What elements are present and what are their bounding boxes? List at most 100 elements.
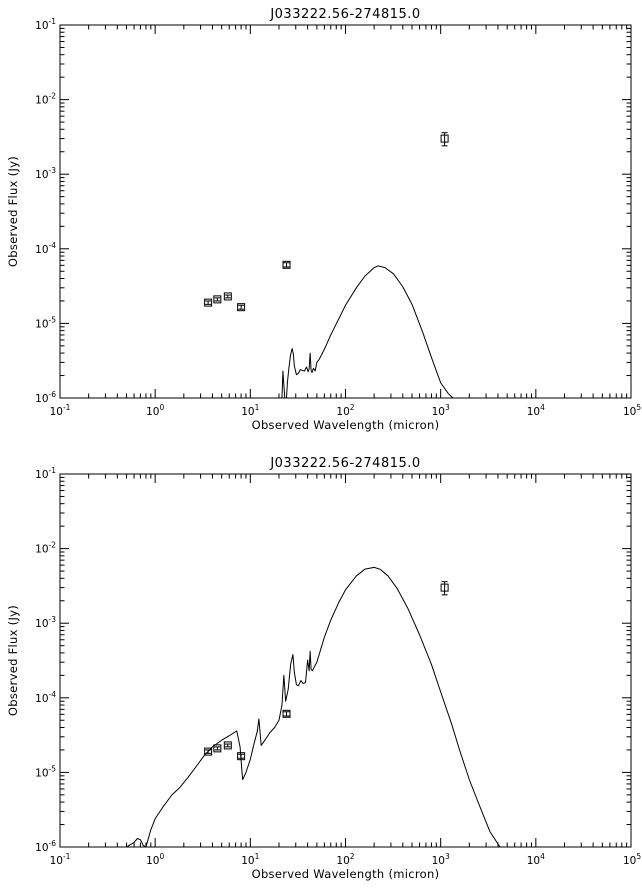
chart-title: J033222.56-274815.0 <box>269 7 420 22</box>
tick-label-exponent: 5 <box>636 852 641 861</box>
tick-label-exponent: -1 <box>63 403 71 412</box>
tick-label-exponent: -3 <box>49 615 57 624</box>
tick-label-base: 10 <box>146 406 159 418</box>
data-marker <box>282 260 291 269</box>
tick-label-base: 10 <box>527 855 540 867</box>
observed-point <box>440 132 449 147</box>
tick-label-exponent: 1 <box>255 852 260 861</box>
tick-label-exponent: -5 <box>49 315 57 324</box>
tick-label-exponent: 0 <box>159 852 164 861</box>
tick-label-base: 10 <box>146 855 159 867</box>
x-tick-label: 104 <box>527 852 545 867</box>
observed-point <box>440 581 449 596</box>
x-axis-label: Observed Wavelength (micron) <box>252 418 440 432</box>
tick-label-exponent: -1 <box>63 852 71 861</box>
y-tick-label: 10-1 <box>35 17 56 32</box>
sed-panel-1: 10-1 100 101 102 103 104 10510-610-510-410-310… <box>6 7 641 432</box>
y-tick-label: 10-4 <box>35 690 56 705</box>
observed-point <box>213 295 222 304</box>
observed-point <box>223 741 232 750</box>
tick-label-exponent: -2 <box>49 541 57 550</box>
tick-label-exponent: 5 <box>636 403 641 412</box>
x-tick-label: 102 <box>336 852 354 867</box>
tick-label-base: 10 <box>35 544 48 556</box>
x-tick-label: 103 <box>432 852 450 867</box>
tick-label-exponent: -1 <box>49 466 57 475</box>
tick-label-exponent: -3 <box>49 166 57 175</box>
observed-point <box>223 292 232 301</box>
sed-panel-2: 10-1 100 101 102 103 104 10510-610-510-410-310… <box>6 456 641 881</box>
tick-label-base: 10 <box>336 406 349 418</box>
tick-label-base: 10 <box>35 244 48 256</box>
y-tick-label: 10-2 <box>35 541 56 556</box>
tick-label-exponent: -6 <box>49 390 57 399</box>
tick-label-base: 10 <box>35 842 48 854</box>
data-marker <box>440 134 449 143</box>
data-marker <box>237 303 246 312</box>
tick-label-exponent: -2 <box>49 92 57 101</box>
y-tick-label: 10-1 <box>35 466 56 481</box>
tick-label-exponent: 1 <box>255 403 260 412</box>
data-marker <box>440 583 449 592</box>
x-tick-label: 101 <box>241 852 259 867</box>
tick-label-base: 10 <box>35 767 48 779</box>
tick-label-base: 10 <box>35 95 48 107</box>
x-tick-label: 100 <box>146 852 164 867</box>
x-tick-label: 105 <box>623 403 641 418</box>
axis-ticks <box>59 25 631 399</box>
tick-label-base: 10 <box>35 469 48 481</box>
observed-point <box>282 260 291 269</box>
data-marker <box>213 295 222 304</box>
tick-label-base: 10 <box>623 406 636 418</box>
data-marker <box>237 752 246 761</box>
x-tick-label: 10-1 <box>50 852 71 867</box>
observed-point <box>213 744 222 753</box>
tick-label-base: 10 <box>432 855 445 867</box>
data-marker <box>204 298 213 307</box>
x-tick-label: 105 <box>623 852 641 867</box>
tick-label-exponent: 4 <box>540 403 545 412</box>
data-marker <box>223 292 232 301</box>
tick-label-exponent: 2 <box>350 852 355 861</box>
tick-label-base: 10 <box>527 406 540 418</box>
y-axis-label: Observed Flux (Jy) <box>6 605 20 716</box>
tick-label-exponent: 3 <box>445 403 450 412</box>
tick-label-exponent: -4 <box>49 241 57 250</box>
tick-label-base: 10 <box>35 693 48 705</box>
tick-label-base: 10 <box>50 855 63 867</box>
x-tick-label: 102 <box>336 403 354 418</box>
data-marker <box>204 747 213 756</box>
observed-point <box>237 752 246 761</box>
tick-label-base: 10 <box>432 406 445 418</box>
y-tick-label: 10-3 <box>35 166 56 181</box>
tick-label-exponent: -1 <box>49 17 57 26</box>
tick-label-exponent: -5 <box>49 764 57 773</box>
tick-label-exponent: 4 <box>540 852 545 861</box>
tick-label-base: 10 <box>623 855 636 867</box>
x-tick-label: 101 <box>241 403 259 418</box>
tick-label-base: 10 <box>35 169 48 181</box>
observed-point <box>237 303 246 312</box>
tick-label-exponent: 3 <box>445 852 450 861</box>
tick-label-base: 10 <box>35 393 48 405</box>
observed-point <box>282 709 291 718</box>
x-tick-label: 104 <box>527 403 545 418</box>
observed-point <box>204 747 213 756</box>
y-tick-label: 10-6 <box>35 839 56 854</box>
tick-label-base: 10 <box>35 20 48 32</box>
y-tick-label: 10-5 <box>35 764 56 779</box>
axis-ticks <box>59 474 631 848</box>
chart-title: J033222.56-274815.0 <box>269 456 420 471</box>
model-sed-curve <box>126 566 501 847</box>
tick-label-exponent: 0 <box>159 403 164 412</box>
observed-point <box>204 298 213 307</box>
y-tick-label: 10-6 <box>35 390 56 405</box>
x-axis-label: Observed Wavelength (micron) <box>252 867 440 881</box>
tick-label-base: 10 <box>35 618 48 630</box>
tick-label-base: 10 <box>35 318 48 330</box>
data-marker <box>282 709 291 718</box>
x-tick-label: 103 <box>432 403 450 418</box>
y-axis-label: Observed Flux (Jy) <box>6 156 20 267</box>
